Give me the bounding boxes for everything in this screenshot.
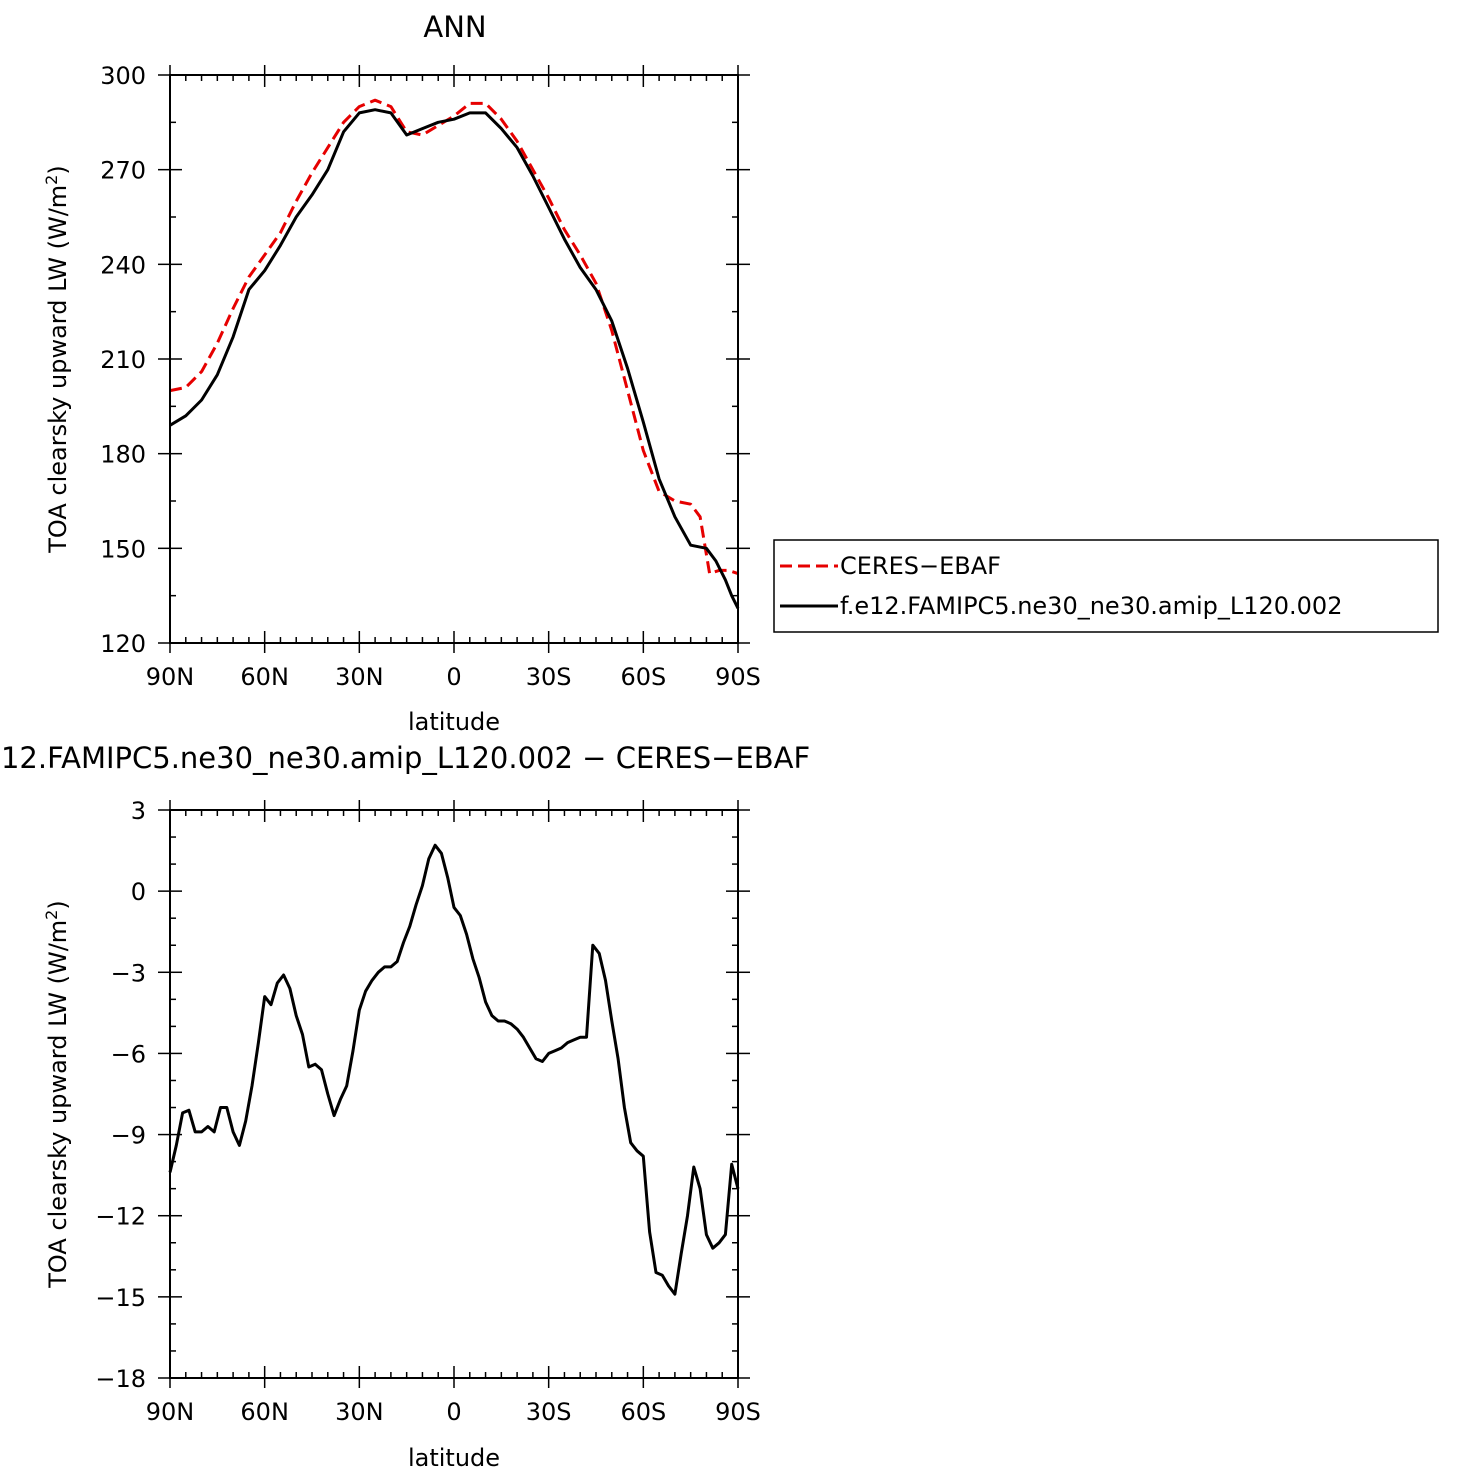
bottom-chart-tick-labels: 90N 60N 30N 0 30S 60S 90S 3 0 −3 −6 −9 −12 −15 −18 — [95, 797, 761, 1426]
top-line-chart: ANN 90N 60N 30N 0 30S 60S 90S 300 270 240 210 180 15… — [42, 10, 761, 736]
bottom-x-tick-label: 90S — [715, 1398, 761, 1426]
bottom-y-tick-label: −9 — [111, 1122, 146, 1150]
bottom-x-tick-label: 60S — [620, 1398, 666, 1426]
top-x-tick-label: 90N — [146, 663, 195, 691]
top-y-tick-label: 120 — [100, 630, 146, 658]
top-chart-tick-labels: 90N 60N 30N 0 30S 60S 90S 300 270 240 210 180 150 120 — [100, 62, 761, 691]
legend-label-ceres: CERES−EBAF — [840, 552, 1001, 580]
top-series-line-1 — [169, 108, 740, 609]
bottom-y-tick-label: 3 — [131, 797, 146, 825]
top-x-tick-label: 60S — [620, 663, 666, 691]
top-y-axis-title: TOA clearsky upward LW (W/m2) — [42, 165, 72, 554]
bottom-x-tick-label: 30N — [335, 1398, 384, 1426]
bottom-y-tick-label: −3 — [111, 959, 146, 987]
top-y-axis-title-end: ) — [44, 165, 72, 174]
bottom-y-axis-title-sup: 2 — [42, 910, 61, 920]
legend-box — [773, 539, 1439, 633]
bottom-y-tick-label: −15 — [95, 1284, 146, 1312]
top-x-tick-label: 30S — [526, 663, 572, 691]
bottom-y-tick-label: −12 — [95, 1203, 146, 1231]
bottom-x-tick-label: 30S — [526, 1398, 572, 1426]
bottom-x-tick-label: 90N — [146, 1398, 195, 1426]
bottom-x-tick-label: 60N — [240, 1398, 289, 1426]
top-x-tick-label: 90S — [715, 663, 761, 691]
bottom-chart-ticks — [158, 800, 750, 1388]
bottom-y-tick-label: 0 — [131, 878, 146, 906]
top-y-axis-title-main: TOA clearsky upward LW (W/m — [44, 185, 72, 554]
bottom-y-tick-label: −6 — [111, 1040, 146, 1068]
bottom-x-axis-title: latitude — [408, 1444, 500, 1472]
top-x-axis-title: latitude — [408, 708, 500, 736]
bottom-y-axis-title: TOA clearsky upward LW (W/m2) — [42, 900, 72, 1289]
top-chart-ticks — [158, 65, 750, 653]
bottom-series-line-0 — [168, 843, 740, 1296]
top-y-tick-label: 270 — [100, 157, 146, 185]
legend: CERES−EBAF f.e12.FAMIPC5.ne30_ne30.amip_… — [773, 539, 1439, 633]
bottom-line-chart: f.e12.FAMIPC5.ne30_ne30.amip_L120.002 − … — [0, 741, 810, 1472]
top-y-axis-title-sup: 2 — [42, 175, 61, 185]
bottom-chart-title: f.e12.FAMIPC5.ne30_ne30.amip_L120.002 − … — [0, 741, 810, 775]
bottom-plot-frame — [169, 809, 739, 1379]
top-series-line-0 — [169, 98, 739, 576]
top-x-tick-label: 30N — [335, 663, 384, 691]
top-y-tick-label: 150 — [100, 535, 146, 563]
top-y-tick-label: 300 — [100, 62, 146, 90]
top-chart-title: ANN — [423, 10, 486, 44]
legend-label-model: f.e12.FAMIPC5.ne30_ne30.amip_L120.002 — [840, 592, 1342, 620]
top-chart-lines — [169, 98, 740, 609]
top-plot-frame — [169, 74, 739, 644]
top-y-tick-label: 210 — [100, 346, 146, 374]
bottom-y-tick-label: −18 — [95, 1365, 146, 1393]
top-x-tick-label: 0 — [446, 663, 461, 691]
top-y-tick-label: 180 — [100, 441, 146, 469]
bottom-y-axis-title-main: TOA clearsky upward LW (W/m — [44, 920, 72, 1289]
top-y-tick-label: 240 — [100, 251, 146, 279]
top-x-tick-label: 60N — [240, 663, 289, 691]
bottom-y-axis-title-end: ) — [44, 900, 72, 909]
bottom-chart-lines — [168, 843, 740, 1296]
bottom-x-tick-label: 0 — [446, 1398, 461, 1426]
